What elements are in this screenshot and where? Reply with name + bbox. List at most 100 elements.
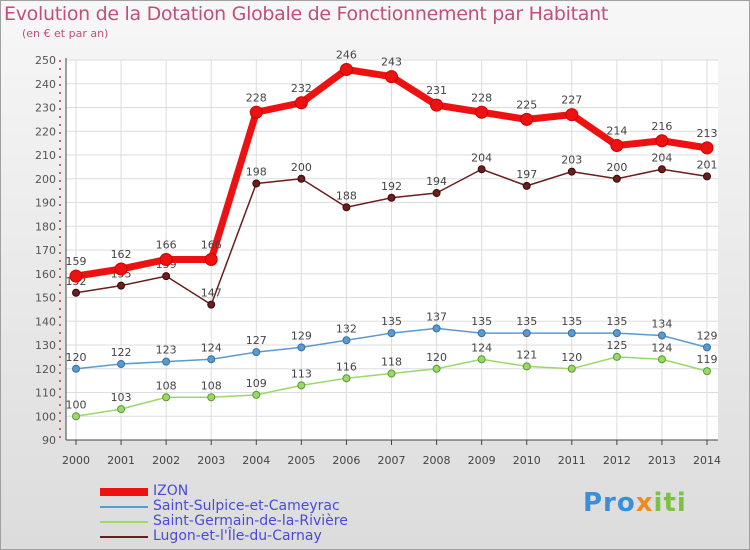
data-point bbox=[432, 189, 441, 197]
data-label: 159 bbox=[66, 255, 87, 268]
data-point bbox=[657, 331, 666, 340]
data-label: 197 bbox=[516, 168, 537, 181]
data-point bbox=[655, 134, 669, 148]
data-point bbox=[342, 336, 351, 345]
data-label: 120 bbox=[66, 351, 87, 364]
legend-label: Saint-Germain-de-la-Rivière bbox=[153, 513, 348, 529]
data-label: 200 bbox=[606, 161, 627, 174]
data-point bbox=[249, 105, 263, 119]
data-label: 204 bbox=[651, 151, 672, 164]
data-point bbox=[657, 165, 666, 174]
legend-label: IZON bbox=[153, 483, 189, 499]
data-point bbox=[297, 343, 306, 352]
data-point bbox=[72, 364, 80, 373]
data-label: 246 bbox=[336, 49, 357, 62]
y-tick-label: 240 bbox=[35, 78, 56, 91]
x-tick-label: 2006 bbox=[332, 454, 360, 467]
data-point bbox=[610, 139, 624, 152]
data-point bbox=[612, 174, 621, 183]
data-label: 120 bbox=[561, 351, 582, 364]
data-label: 162 bbox=[111, 248, 132, 261]
data-label: 166 bbox=[201, 239, 222, 252]
data-label: 108 bbox=[156, 379, 177, 392]
data-label: 125 bbox=[606, 339, 627, 352]
data-point bbox=[703, 367, 711, 376]
data-point bbox=[612, 352, 621, 361]
data-label: 194 bbox=[426, 175, 447, 188]
data-label: 103 bbox=[111, 391, 132, 404]
data-label: 203 bbox=[561, 154, 582, 167]
y-tick-label: 160 bbox=[35, 268, 56, 281]
x-tick-label: 2004 bbox=[242, 454, 270, 467]
data-point bbox=[565, 108, 579, 122]
data-point bbox=[477, 165, 486, 174]
y-tick-label: 230 bbox=[35, 102, 56, 115]
data-label: 116 bbox=[336, 360, 357, 373]
data-point bbox=[342, 203, 351, 212]
data-point bbox=[432, 364, 441, 373]
data-point bbox=[567, 167, 576, 176]
x-tick-label: 2001 bbox=[107, 454, 135, 467]
data-label: 123 bbox=[156, 344, 177, 357]
y-tick-label: 190 bbox=[35, 197, 56, 210]
y-tick-label: 90 bbox=[42, 434, 56, 447]
data-point bbox=[69, 269, 83, 283]
data-point bbox=[567, 364, 576, 373]
data-point bbox=[162, 272, 171, 281]
data-point bbox=[252, 390, 261, 399]
logo-part: x bbox=[635, 488, 654, 518]
data-label: 132 bbox=[336, 322, 357, 335]
data-point bbox=[117, 405, 126, 414]
x-tick-label: 2000 bbox=[62, 454, 90, 467]
data-label: 200 bbox=[291, 161, 312, 174]
x-tick-label: 2005 bbox=[287, 454, 315, 467]
y-tick-label: 120 bbox=[35, 363, 56, 376]
y-tick-label: 220 bbox=[35, 125, 56, 138]
data-label: 129 bbox=[697, 329, 718, 342]
data-label: 232 bbox=[291, 82, 312, 95]
data-label: 124 bbox=[471, 341, 492, 354]
data-point bbox=[432, 324, 441, 333]
data-label: 147 bbox=[201, 287, 222, 300]
x-tick-label: 2014 bbox=[693, 454, 721, 467]
data-label: 121 bbox=[516, 348, 537, 361]
data-point bbox=[522, 181, 531, 190]
data-point bbox=[162, 357, 171, 366]
data-point bbox=[207, 393, 216, 402]
logo-part: iti bbox=[653, 488, 687, 518]
data-point bbox=[522, 329, 531, 338]
data-point bbox=[700, 141, 714, 155]
data-point bbox=[117, 360, 126, 368]
data-point bbox=[339, 63, 353, 76]
logo-part: Pro bbox=[583, 488, 636, 518]
data-point bbox=[430, 98, 444, 112]
x-tick-label: 2012 bbox=[603, 454, 631, 467]
data-point bbox=[477, 329, 486, 338]
y-tick-label: 130 bbox=[35, 339, 56, 352]
x-tick-label: 2002 bbox=[152, 454, 180, 467]
x-tick-label: 2009 bbox=[468, 454, 496, 467]
data-label: 243 bbox=[381, 56, 402, 69]
data-point bbox=[207, 300, 216, 309]
data-point bbox=[252, 179, 261, 188]
data-label: 113 bbox=[291, 367, 312, 380]
chart-subtitle: (en € et par an) bbox=[22, 27, 109, 40]
data-label: 188 bbox=[336, 189, 357, 202]
y-tick-label: 170 bbox=[35, 244, 56, 257]
y-tick-label: 200 bbox=[35, 173, 56, 186]
data-point bbox=[385, 70, 398, 84]
y-tick-label: 250 bbox=[35, 54, 56, 67]
y-tick-label: 140 bbox=[35, 315, 56, 328]
data-point bbox=[204, 253, 218, 266]
y-tick-label: 210 bbox=[35, 149, 56, 162]
data-label: 137 bbox=[426, 310, 447, 323]
data-label: 231 bbox=[426, 84, 447, 97]
data-label: 135 bbox=[516, 315, 537, 328]
data-point bbox=[162, 393, 171, 402]
data-label: 214 bbox=[606, 125, 627, 138]
y-tick-label: 180 bbox=[35, 220, 56, 233]
data-point bbox=[159, 253, 173, 266]
legend-swatch bbox=[100, 488, 148, 496]
data-point bbox=[297, 174, 306, 183]
data-label: 204 bbox=[471, 151, 492, 164]
